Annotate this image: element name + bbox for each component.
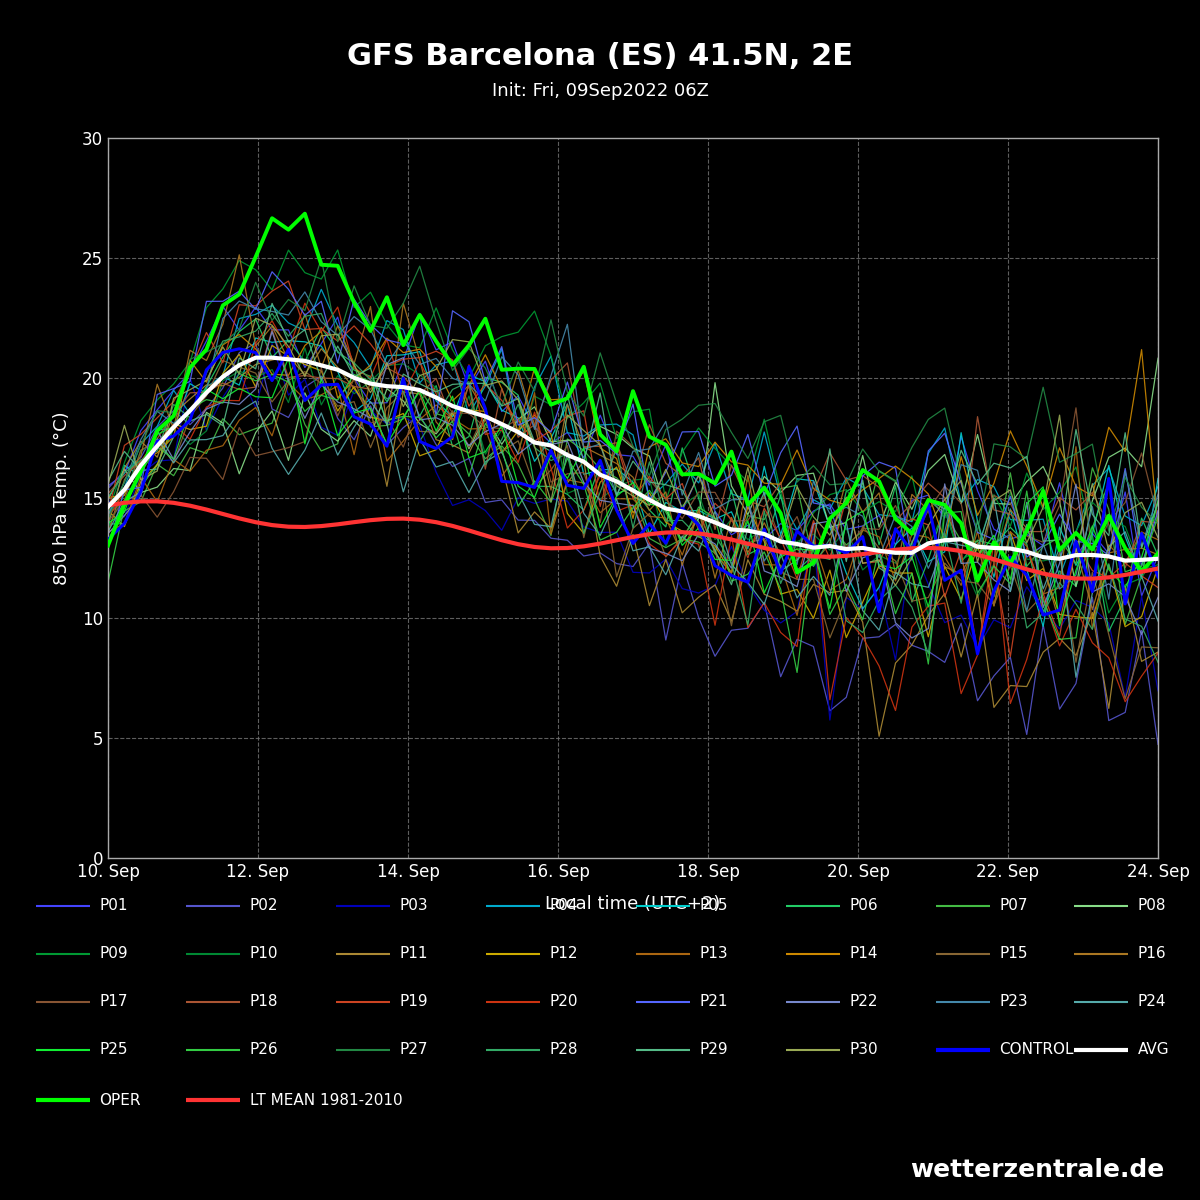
Text: P30: P30	[850, 1043, 878, 1057]
Text: P04: P04	[550, 899, 578, 913]
Text: OPER: OPER	[100, 1093, 142, 1108]
Text: P27: P27	[400, 1043, 428, 1057]
Text: P10: P10	[250, 947, 278, 961]
Text: P09: P09	[100, 947, 128, 961]
Text: P28: P28	[550, 1043, 578, 1057]
Text: P01: P01	[100, 899, 128, 913]
Text: P20: P20	[550, 995, 578, 1009]
Text: P05: P05	[700, 899, 728, 913]
Text: P25: P25	[100, 1043, 128, 1057]
Text: Init: Fri, 09Sep2022 06Z: Init: Fri, 09Sep2022 06Z	[492, 82, 708, 100]
Text: P22: P22	[850, 995, 878, 1009]
Text: P15: P15	[1000, 947, 1028, 961]
Text: P26: P26	[250, 1043, 278, 1057]
Text: P12: P12	[550, 947, 578, 961]
Text: P19: P19	[400, 995, 428, 1009]
Text: wetterzentrale.de: wetterzentrale.de	[910, 1158, 1164, 1182]
Text: P11: P11	[400, 947, 428, 961]
Text: P24: P24	[1138, 995, 1166, 1009]
Text: P06: P06	[850, 899, 878, 913]
Text: P14: P14	[850, 947, 878, 961]
X-axis label: Local time (UTC+2): Local time (UTC+2)	[545, 895, 721, 913]
Text: P23: P23	[1000, 995, 1028, 1009]
Text: P16: P16	[1138, 947, 1166, 961]
Text: P18: P18	[250, 995, 278, 1009]
Text: P13: P13	[700, 947, 728, 961]
Text: P29: P29	[700, 1043, 728, 1057]
Y-axis label: 850 hPa Temp. (°C): 850 hPa Temp. (°C)	[53, 412, 71, 584]
Text: P17: P17	[100, 995, 128, 1009]
Text: LT MEAN 1981-2010: LT MEAN 1981-2010	[250, 1093, 402, 1108]
Text: AVG: AVG	[1138, 1043, 1169, 1057]
Text: GFS Barcelona (ES) 41.5N, 2E: GFS Barcelona (ES) 41.5N, 2E	[347, 42, 853, 71]
Text: P08: P08	[1138, 899, 1166, 913]
Text: P02: P02	[250, 899, 278, 913]
Text: P21: P21	[700, 995, 728, 1009]
Text: CONTROL: CONTROL	[1000, 1043, 1074, 1057]
Text: P07: P07	[1000, 899, 1028, 913]
Text: P03: P03	[400, 899, 428, 913]
